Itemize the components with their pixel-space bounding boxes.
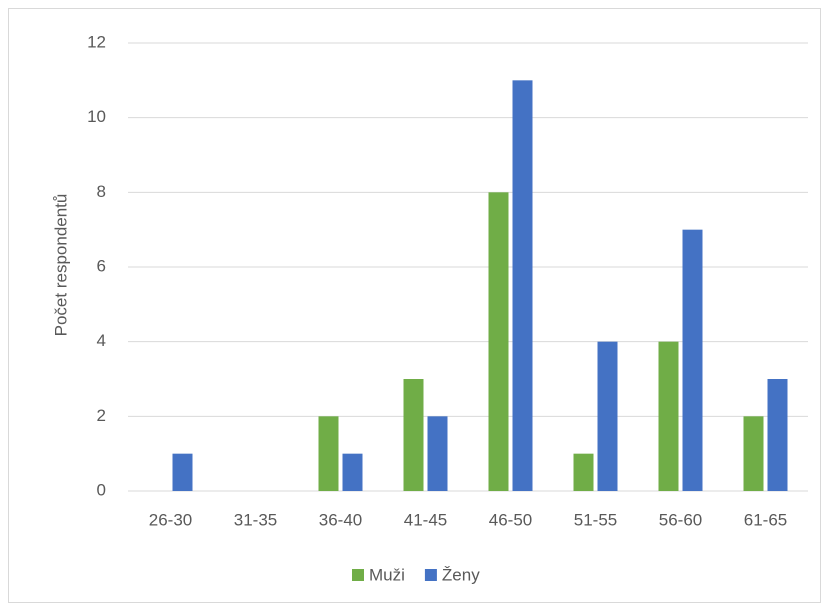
bar — [767, 379, 788, 491]
bar — [318, 416, 339, 491]
x-tick-label: 61-65 — [744, 510, 787, 529]
y-tick-label: 6 — [97, 256, 106, 275]
x-tick-label: 36-40 — [319, 510, 362, 529]
bar — [427, 416, 448, 491]
y-tick-label: 2 — [97, 406, 106, 425]
y-axis-label: Počet respondentů — [51, 194, 70, 337]
y-tick-label: 4 — [97, 331, 106, 350]
bar — [573, 453, 594, 491]
bar — [488, 192, 509, 492]
y-tick-label: 12 — [87, 32, 106, 51]
bar — [512, 80, 533, 491]
x-tick-label: 41-45 — [404, 510, 447, 529]
x-tick-label: 46-50 — [489, 510, 532, 529]
bar — [342, 453, 363, 491]
bar — [658, 341, 679, 491]
bar — [743, 416, 764, 491]
y-tick-label: 10 — [87, 107, 106, 126]
x-tick-label: 31-35 — [234, 510, 277, 529]
bar — [172, 453, 193, 491]
bar — [682, 229, 703, 491]
x-tick-label: 51-55 — [574, 510, 617, 529]
legend-swatch — [352, 569, 364, 581]
bar — [597, 341, 618, 491]
bar — [403, 379, 424, 491]
legend-label: Muži — [369, 565, 405, 584]
x-tick-label: 56-60 — [659, 510, 702, 529]
y-tick-label: 0 — [97, 480, 106, 499]
x-tick-label: 26-30 — [149, 510, 192, 529]
legend-label: Ženy — [442, 565, 480, 584]
y-tick-label: 8 — [97, 182, 106, 201]
legend-swatch — [424, 569, 437, 581]
